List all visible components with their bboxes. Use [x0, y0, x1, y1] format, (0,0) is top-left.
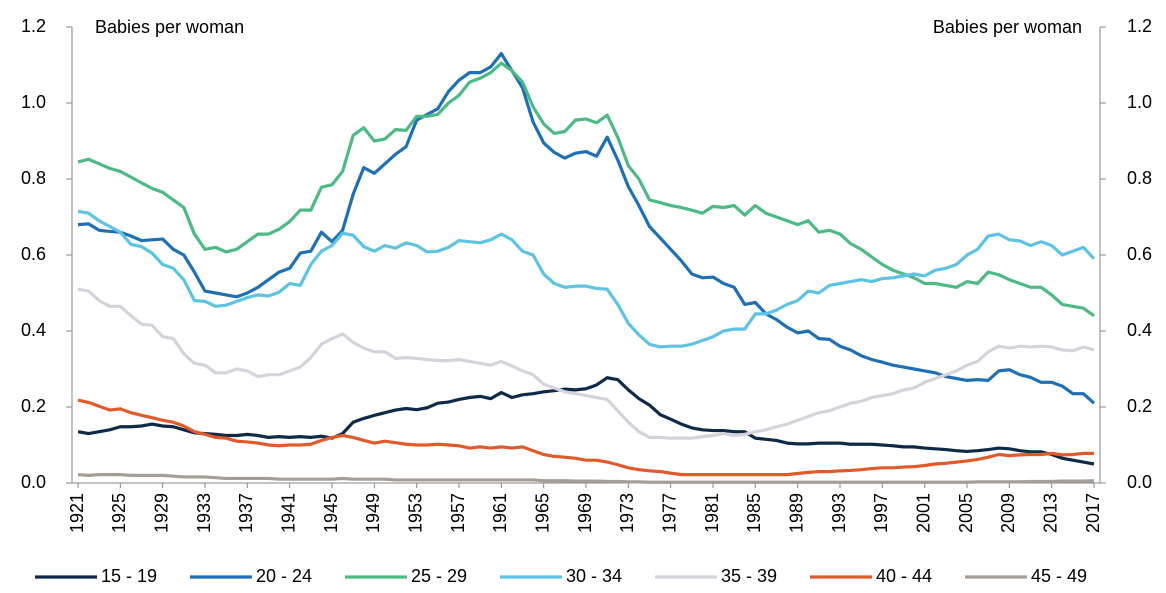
y-tick-label: 1.2: [21, 16, 46, 36]
y2-tick-label: 0.0: [1127, 472, 1152, 492]
series-line: [77, 51, 1096, 405]
y-tick-label: 1.0: [21, 92, 46, 112]
y2-tick-label: 1.2: [1127, 16, 1152, 36]
x-tick-label: 1993: [829, 493, 849, 533]
x-tick-label: 1969: [575, 493, 595, 533]
series-line: [77, 209, 1096, 349]
x-tick-label: 1957: [448, 493, 468, 533]
y2-tick-label: 0.8: [1127, 168, 1152, 188]
y-tick-label: 0.2: [21, 396, 46, 416]
x-tick-label: 1965: [532, 493, 552, 533]
x-tick-label: 1949: [363, 493, 383, 533]
legend-label: 30 - 34: [566, 566, 622, 586]
y2-tick-label: 1.0: [1127, 92, 1152, 112]
y-tick-label: 0.6: [21, 244, 46, 264]
x-tick-label: 1989: [786, 493, 806, 533]
series-line: [77, 287, 1095, 440]
x-tick-label: 2001: [913, 493, 933, 533]
x-tick-label: 2009: [998, 493, 1018, 533]
x-tick-label: 1961: [490, 493, 510, 533]
x-tick-label: 1997: [871, 493, 891, 533]
x-tick-label: 1933: [194, 493, 214, 533]
y2-tick-label: 0.6: [1127, 244, 1152, 264]
x-tick-label: 1985: [744, 493, 764, 533]
x-tick-label: 1973: [617, 493, 637, 533]
x-tick-label: 1921: [67, 493, 87, 533]
x-tick-label: 1977: [659, 493, 679, 533]
series-line: [77, 473, 1095, 484]
series-line: [77, 61, 1095, 318]
x-tick-label: 2017: [1083, 493, 1103, 533]
y-tick-label: 0.8: [21, 168, 46, 188]
legend-label: 35 - 39: [721, 566, 777, 586]
x-tick-label: 1941: [278, 493, 298, 533]
legend-label: 45 - 49: [1031, 566, 1087, 586]
legend-label: 40 - 44: [876, 566, 932, 586]
legend-label: 20 - 24: [256, 566, 312, 586]
y-axis-label: Babies per woman: [95, 17, 244, 37]
x-tick-label: 1953: [405, 493, 425, 533]
x-tick-label: 1937: [236, 493, 256, 533]
x-tick-label: 1981: [702, 493, 722, 533]
y-tick-label: 0.0: [21, 472, 46, 492]
legend-label: 15 - 19: [101, 566, 157, 586]
legend-label: 25 - 29: [411, 566, 467, 586]
y2-tick-label: 0.2: [1127, 396, 1152, 416]
y2-tick-label: 0.4: [1127, 320, 1152, 340]
x-tick-label: 1929: [151, 493, 171, 533]
x-tick-label: 2013: [1040, 493, 1060, 533]
x-tick-label: 2005: [956, 493, 976, 533]
x-tick-label: 1945: [321, 493, 341, 533]
x-tick-label: 1925: [109, 493, 129, 533]
y-tick-label: 0.4: [21, 320, 46, 340]
series-line: [77, 376, 1095, 466]
y2-axis-label: Babies per woman: [933, 17, 1082, 37]
series-line: [77, 398, 1094, 477]
